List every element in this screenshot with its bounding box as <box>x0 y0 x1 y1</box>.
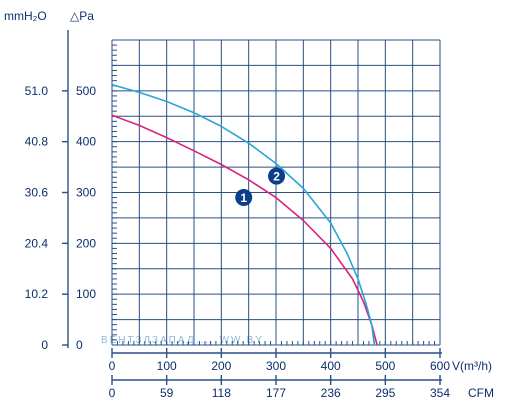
cfm-tick-label: 59 <box>160 386 174 400</box>
x2-unit-cfm: CFM <box>468 386 494 400</box>
cfm-tick-label: 177 <box>266 386 286 400</box>
grid <box>111 39 441 346</box>
flow-tick-label: 400 <box>321 359 341 373</box>
tick-labels: 0 0 100 10.2 200 20.4 300 30.6 400 40.8 500 51.0 0 0 1… <box>25 84 451 400</box>
y-unit-pa: △Pa <box>70 9 94 23</box>
pa-tick-label: 200 <box>76 236 96 250</box>
flow-tick-label: 500 <box>375 359 395 373</box>
y-unit-mmh2o: mmH₂O <box>4 9 47 23</box>
series-markers: 12 <box>235 167 286 206</box>
series <box>111 83 378 346</box>
pa-tick-label: 500 <box>76 84 96 98</box>
series-marker-1 <box>235 189 253 206</box>
series-marker-label-2: 2 <box>273 170 280 184</box>
x-unit-flow: V(m³/h) <box>452 359 492 373</box>
pa-tick-label: 300 <box>76 186 96 200</box>
mmh2o-tick-label: 20.4 <box>25 236 49 250</box>
pa-tick-label: 0 <box>76 338 83 352</box>
cfm-tick-label: 354 <box>430 386 450 400</box>
cfm-tick-label: 0 <box>109 386 116 400</box>
flow-tick-label: 100 <box>157 359 177 373</box>
mmh2o-tick-label: 51.0 <box>25 84 49 98</box>
series-line-1 <box>111 114 378 346</box>
cfm-tick-label: 118 <box>212 386 231 400</box>
flow-tick-label: 200 <box>211 359 231 373</box>
series-line-2 <box>111 83 376 346</box>
mmh2o-tick-label: 30.6 <box>25 186 49 200</box>
watermark: ВЕНТЗЛЗАПАД.....WW.BY <box>101 335 264 346</box>
mmh2o-tick-label: 40.8 <box>25 135 49 149</box>
mmh2o-tick-label: 0 <box>41 338 48 352</box>
flow-tick-label: 600 <box>430 359 450 373</box>
series-marker-label-1: 1 <box>240 191 247 205</box>
pa-tick-label: 100 <box>76 287 96 301</box>
mmh2o-tick-label: 10.2 <box>25 287 49 301</box>
pa-tick-label: 400 <box>76 135 96 149</box>
flow-tick-label: 0 <box>109 359 116 373</box>
cfm-tick-label: 236 <box>321 386 341 400</box>
series-marker-2 <box>268 167 286 185</box>
cfm-tick-label: 295 <box>375 386 395 400</box>
flow-tick-label: 300 <box>266 359 286 373</box>
axes <box>62 30 442 385</box>
